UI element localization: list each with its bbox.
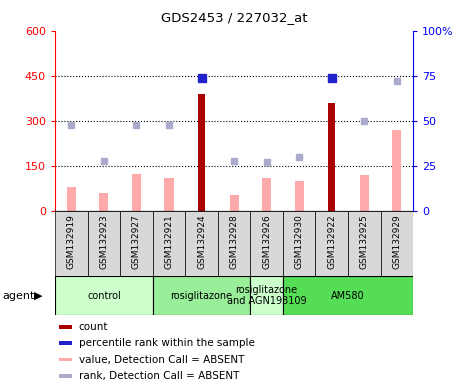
Text: value, Detection Call = ABSENT: value, Detection Call = ABSENT [78, 354, 244, 364]
Bar [218, 211, 250, 276]
Bar [250, 276, 283, 315]
Bar [153, 276, 250, 315]
Text: GSM132929: GSM132929 [392, 214, 401, 269]
Text: GSM132930: GSM132930 [295, 214, 304, 269]
Bar [164, 178, 174, 211]
Bar [88, 211, 120, 276]
Bar [59, 341, 73, 345]
Text: GSM132927: GSM132927 [132, 214, 141, 269]
Text: GSM132925: GSM132925 [360, 214, 369, 269]
Bar [348, 211, 381, 276]
Bar [295, 181, 304, 211]
Bar [59, 358, 73, 361]
Text: GSM132921: GSM132921 [164, 214, 174, 269]
Text: GDS2453 / 227032_at: GDS2453 / 227032_at [161, 12, 308, 25]
Bar [55, 211, 88, 276]
Bar [67, 187, 76, 211]
Text: GSM132919: GSM132919 [67, 214, 76, 269]
Bar [55, 276, 153, 315]
Bar [315, 211, 348, 276]
Text: count: count [78, 322, 108, 332]
Bar [250, 211, 283, 276]
Bar [283, 276, 413, 315]
Text: rosiglitazone: rosiglitazone [170, 291, 233, 301]
Bar [59, 325, 73, 329]
Text: ▶: ▶ [34, 291, 43, 301]
Bar [59, 374, 73, 377]
Bar [99, 193, 108, 211]
Text: agent: agent [2, 291, 35, 301]
Text: percentile rank within the sample: percentile rank within the sample [78, 338, 254, 348]
Text: AM580: AM580 [331, 291, 365, 301]
Bar [360, 175, 369, 211]
Bar [185, 211, 218, 276]
Text: GSM132928: GSM132928 [230, 214, 239, 269]
Text: GSM132924: GSM132924 [197, 214, 206, 269]
Bar [153, 211, 185, 276]
Text: rank, Detection Call = ABSENT: rank, Detection Call = ABSENT [78, 371, 239, 381]
Text: GSM132922: GSM132922 [327, 214, 336, 269]
Bar [283, 211, 315, 276]
Text: GSM132923: GSM132923 [100, 214, 108, 269]
Text: GSM132926: GSM132926 [262, 214, 271, 269]
Text: rosiglitazone
and AGN193109: rosiglitazone and AGN193109 [227, 285, 307, 306]
Bar [392, 130, 401, 211]
Bar [132, 174, 141, 211]
Bar [328, 103, 336, 211]
Bar [381, 211, 413, 276]
Bar [230, 195, 239, 211]
Bar [262, 178, 271, 211]
Bar [120, 211, 153, 276]
Text: control: control [87, 291, 121, 301]
Bar [198, 94, 205, 211]
